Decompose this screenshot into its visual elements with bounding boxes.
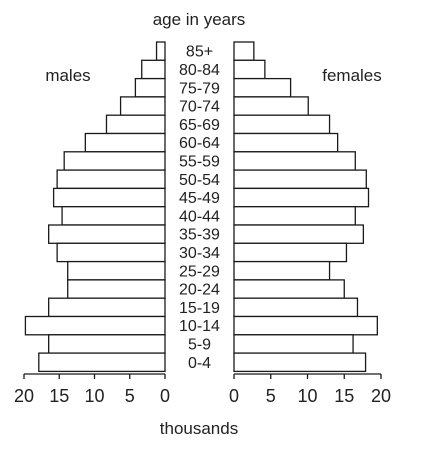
female-bar-10-14 xyxy=(233,315,378,336)
age-group-label: 55-59 xyxy=(179,153,220,170)
age-group-label: 25-29 xyxy=(179,263,220,280)
age-group-label: 70-74 xyxy=(179,99,220,116)
females-axis-tick-label: 0 xyxy=(229,386,239,406)
male-bar-20-24 xyxy=(67,279,166,299)
female-bar-25-29 xyxy=(233,260,331,281)
male-bar-50-54 xyxy=(56,169,166,190)
females-axis-tick-label: 10 xyxy=(297,386,317,406)
males-axis-tick-label: 5 xyxy=(125,386,135,406)
age-group-label: 15-19 xyxy=(179,300,220,317)
male-bar-80-84 xyxy=(141,59,166,80)
female-bar-65-69 xyxy=(233,114,331,135)
males-axis-tick-label: 20 xyxy=(14,386,34,406)
females-axis-tick-label: 5 xyxy=(266,386,276,406)
age-group-label: 0-4 xyxy=(188,355,211,372)
age-group-label: 40-44 xyxy=(179,208,220,225)
age-group-label: 80-84 xyxy=(179,62,220,79)
male-bar-45-49 xyxy=(52,187,166,208)
female-bar-30-34 xyxy=(233,242,348,263)
female-bar-0-4 xyxy=(233,352,367,373)
female-bar-60-64 xyxy=(233,132,339,153)
male-bar-25-29 xyxy=(67,260,166,281)
male-bar-85+ xyxy=(155,41,166,61)
females-axis-tick-label: 15 xyxy=(334,386,354,406)
male-bar-15-19 xyxy=(48,297,166,318)
females-x-axis: 0 5 10 15 20 xyxy=(229,373,391,406)
male-bar-65-69 xyxy=(105,114,166,135)
female-bar-40-44 xyxy=(233,206,356,226)
female-bar-50-54 xyxy=(233,169,367,190)
male-bar-35-39 xyxy=(48,224,166,244)
male-bar-40-44 xyxy=(61,206,166,226)
age-group-label: 5-9 xyxy=(188,336,211,353)
female-bar-20-24 xyxy=(233,279,345,299)
males-axis-tick-label: 15 xyxy=(49,386,69,406)
age-group-label: 45-49 xyxy=(179,190,220,207)
age-group-label: 65-69 xyxy=(179,117,220,134)
female-bar-75-79 xyxy=(233,77,292,98)
age-group-label: 75-79 xyxy=(179,80,220,97)
females-axis-tick-label: 20 xyxy=(371,386,391,406)
female-bar-80-84 xyxy=(233,59,266,80)
female-bar-15-19 xyxy=(233,297,359,318)
male-bar-5-9 xyxy=(48,334,166,354)
female-bar-45-49 xyxy=(233,187,370,208)
male-bar-75-79 xyxy=(134,77,166,98)
female-bar-70-74 xyxy=(233,96,309,116)
males-axis-tick-label: 0 xyxy=(160,386,170,406)
age-group-label: 35-39 xyxy=(179,227,220,244)
female-bar-5-9 xyxy=(233,334,354,354)
x-axis-label: thousands xyxy=(160,419,238,438)
age-group-label: 60-64 xyxy=(179,135,220,152)
age-group-label: 50-54 xyxy=(179,172,220,189)
chart-title: age in years xyxy=(153,10,246,29)
males-bars xyxy=(24,41,166,373)
age-group-label: 30-34 xyxy=(179,245,220,262)
female-bar-35-39 xyxy=(233,224,365,244)
females-bars xyxy=(233,41,378,373)
female-bar-85+ xyxy=(233,41,255,61)
males-series-label: males xyxy=(45,66,90,85)
male-bar-55-59 xyxy=(63,151,166,171)
male-bar-10-14 xyxy=(24,315,166,336)
males-x-axis: 20 15 10 5 0 xyxy=(14,373,170,406)
male-bar-30-34 xyxy=(56,242,166,263)
male-bar-70-74 xyxy=(119,96,166,116)
females-series-label: females xyxy=(322,66,382,85)
male-bar-0-4 xyxy=(38,352,166,373)
age-group-label: 85+ xyxy=(186,44,213,61)
male-bar-60-64 xyxy=(84,132,166,153)
age-group-label: 10-14 xyxy=(179,318,220,335)
female-bar-55-59 xyxy=(233,151,356,171)
age-group-label: 20-24 xyxy=(179,282,220,299)
males-axis-tick-label: 10 xyxy=(84,386,104,406)
